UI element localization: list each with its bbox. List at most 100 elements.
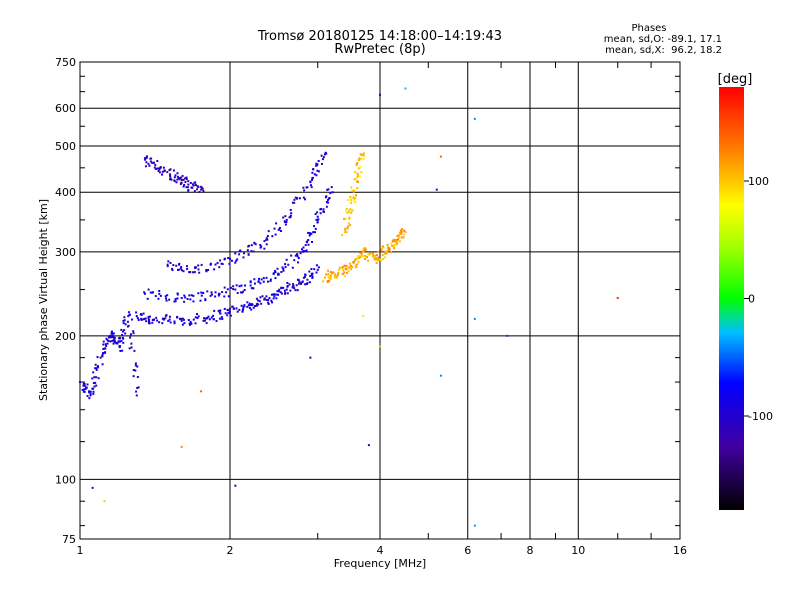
data-point xyxy=(357,255,360,258)
data-point xyxy=(348,209,351,212)
data-point xyxy=(241,309,244,312)
data-point xyxy=(322,208,325,211)
data-point xyxy=(173,179,176,182)
data-point xyxy=(341,234,344,237)
data-point xyxy=(203,317,206,320)
data-point xyxy=(183,183,186,186)
data-point xyxy=(259,246,262,249)
data-point xyxy=(311,178,314,181)
data-point xyxy=(315,162,318,165)
data-point xyxy=(400,236,403,239)
data-point xyxy=(194,266,197,269)
x-tick-label: 10 xyxy=(571,544,585,557)
data-point xyxy=(123,319,126,322)
data-point xyxy=(302,186,305,189)
data-point xyxy=(143,157,146,160)
data-point xyxy=(282,269,285,272)
data-point xyxy=(306,278,309,281)
data-point xyxy=(254,243,257,246)
data-point xyxy=(147,162,150,165)
data-point xyxy=(176,292,179,295)
data-point xyxy=(83,384,86,387)
data-point xyxy=(346,199,349,202)
data-point xyxy=(168,173,171,176)
data-point xyxy=(182,178,185,181)
data-point xyxy=(174,174,177,177)
data-point xyxy=(253,242,256,245)
data-point xyxy=(200,188,203,191)
data-point xyxy=(234,288,237,291)
chart-subtitle: RwPretec (8p) xyxy=(334,42,425,57)
data-point xyxy=(312,231,315,234)
data-point xyxy=(315,218,318,221)
data-point xyxy=(199,299,202,302)
data-point xyxy=(277,293,280,296)
data-point xyxy=(182,185,185,188)
y-tick-label: 75 xyxy=(62,533,76,546)
data-point xyxy=(381,245,384,248)
data-point xyxy=(234,261,237,264)
data-point xyxy=(253,278,256,281)
data-point xyxy=(283,220,286,223)
data-point xyxy=(105,345,108,348)
data-point xyxy=(202,319,205,322)
data-point xyxy=(350,201,353,204)
data-point xyxy=(235,307,238,310)
y-tick-label: 200 xyxy=(55,330,76,343)
data-point xyxy=(250,287,253,290)
data-point xyxy=(113,341,116,344)
data-point xyxy=(192,300,195,303)
data-point xyxy=(260,278,263,281)
data-point xyxy=(240,304,243,307)
data-point xyxy=(200,294,203,297)
data-point xyxy=(226,314,229,317)
data-point xyxy=(284,263,287,266)
data-point xyxy=(349,224,352,227)
data-point xyxy=(180,319,183,322)
data-point xyxy=(261,295,264,298)
data-point xyxy=(145,156,148,159)
y-tick-label: 500 xyxy=(55,140,76,153)
data-point xyxy=(180,178,183,181)
data-point xyxy=(358,157,361,160)
data-point xyxy=(278,228,281,231)
data-point xyxy=(338,266,341,269)
data-point xyxy=(252,250,255,253)
data-point xyxy=(148,315,151,318)
data-point xyxy=(147,317,150,320)
data-point xyxy=(91,486,94,489)
data-point xyxy=(196,188,199,191)
data-point xyxy=(342,266,345,269)
data-point xyxy=(267,299,270,302)
data-point xyxy=(315,164,318,167)
data-point xyxy=(136,386,139,389)
data-point xyxy=(379,93,381,96)
data-point xyxy=(362,315,365,318)
data-point xyxy=(217,292,220,295)
data-point xyxy=(303,189,306,192)
data-point xyxy=(277,290,280,293)
y-tick-label: 750 xyxy=(55,56,76,69)
data-point xyxy=(329,274,332,277)
data-point xyxy=(132,332,135,335)
data-point xyxy=(124,332,127,335)
data-point xyxy=(259,282,262,285)
data-point xyxy=(124,323,127,326)
data-point xyxy=(255,304,258,307)
data-point xyxy=(473,117,476,120)
data-point xyxy=(352,261,355,264)
data-point xyxy=(288,283,291,286)
data-point xyxy=(112,342,115,345)
data-point xyxy=(282,286,285,289)
data-point xyxy=(400,231,403,234)
data-point xyxy=(229,286,232,289)
data-point xyxy=(227,312,230,315)
data-point xyxy=(188,294,191,297)
data-point xyxy=(316,268,319,271)
data-point xyxy=(145,155,148,158)
data-point xyxy=(180,445,183,448)
data-point xyxy=(134,369,137,372)
data-point xyxy=(161,170,164,173)
data-point xyxy=(350,186,353,189)
data-point xyxy=(93,376,96,379)
